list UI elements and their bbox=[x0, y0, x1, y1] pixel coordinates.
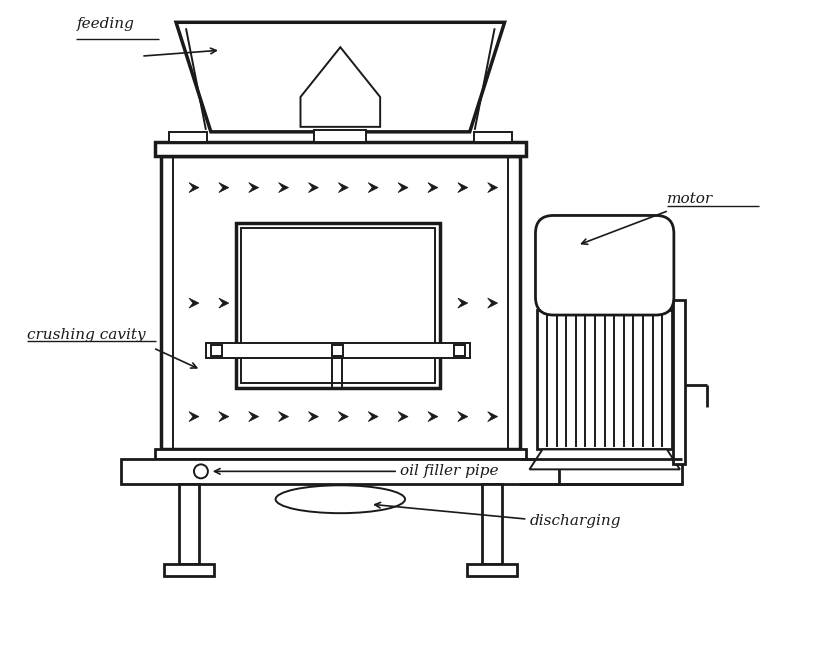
Polygon shape bbox=[189, 412, 198, 422]
FancyBboxPatch shape bbox=[535, 215, 673, 315]
Text: crushing cavity: crushing cavity bbox=[26, 328, 145, 342]
Polygon shape bbox=[428, 183, 437, 193]
Bar bbox=[121, 459, 559, 484]
Bar bbox=[155, 450, 525, 459]
Polygon shape bbox=[338, 412, 348, 422]
Bar bbox=[519, 459, 681, 484]
Polygon shape bbox=[457, 412, 467, 422]
Polygon shape bbox=[218, 183, 228, 193]
Polygon shape bbox=[218, 412, 228, 422]
Polygon shape bbox=[338, 183, 348, 193]
Bar bbox=[466, 564, 516, 576]
Text: discharging: discharging bbox=[528, 514, 620, 528]
Polygon shape bbox=[189, 183, 198, 193]
Bar bbox=[473, 132, 511, 142]
Polygon shape bbox=[189, 298, 198, 308]
Bar bbox=[155, 142, 525, 155]
Text: feeding: feeding bbox=[76, 17, 134, 31]
Polygon shape bbox=[398, 412, 408, 422]
Text: motor: motor bbox=[666, 192, 712, 206]
Bar bbox=[236, 223, 439, 388]
Bar bbox=[206, 343, 469, 358]
Polygon shape bbox=[176, 23, 504, 132]
Polygon shape bbox=[248, 298, 258, 308]
Polygon shape bbox=[338, 298, 348, 308]
Polygon shape bbox=[308, 412, 318, 422]
Polygon shape bbox=[368, 298, 378, 308]
Text: oil filler pipe: oil filler pipe bbox=[399, 464, 498, 479]
Polygon shape bbox=[487, 298, 497, 308]
Bar bbox=[453, 345, 464, 356]
Polygon shape bbox=[457, 298, 467, 308]
Bar bbox=[481, 484, 501, 564]
Bar bbox=[537, 310, 671, 450]
Circle shape bbox=[194, 464, 208, 479]
Polygon shape bbox=[278, 298, 288, 308]
Polygon shape bbox=[428, 412, 437, 422]
Polygon shape bbox=[398, 183, 408, 193]
Ellipse shape bbox=[275, 485, 404, 513]
Bar bbox=[161, 155, 519, 450]
Polygon shape bbox=[308, 183, 318, 193]
Polygon shape bbox=[368, 412, 378, 422]
Polygon shape bbox=[278, 183, 288, 193]
Polygon shape bbox=[457, 183, 467, 193]
Polygon shape bbox=[528, 450, 679, 470]
Polygon shape bbox=[278, 412, 288, 422]
Bar bbox=[179, 484, 198, 564]
Polygon shape bbox=[428, 298, 437, 308]
Polygon shape bbox=[300, 47, 380, 127]
Polygon shape bbox=[487, 412, 497, 422]
Polygon shape bbox=[487, 183, 497, 193]
Polygon shape bbox=[248, 183, 258, 193]
Bar bbox=[332, 345, 343, 356]
Polygon shape bbox=[308, 298, 318, 308]
Polygon shape bbox=[218, 298, 228, 308]
Bar bbox=[314, 130, 366, 142]
Bar bbox=[169, 132, 207, 142]
Polygon shape bbox=[368, 183, 378, 193]
Bar bbox=[672, 300, 684, 464]
Bar bbox=[211, 345, 222, 356]
Bar bbox=[164, 564, 213, 576]
Bar bbox=[241, 228, 434, 382]
Polygon shape bbox=[248, 412, 258, 422]
Polygon shape bbox=[398, 298, 408, 308]
